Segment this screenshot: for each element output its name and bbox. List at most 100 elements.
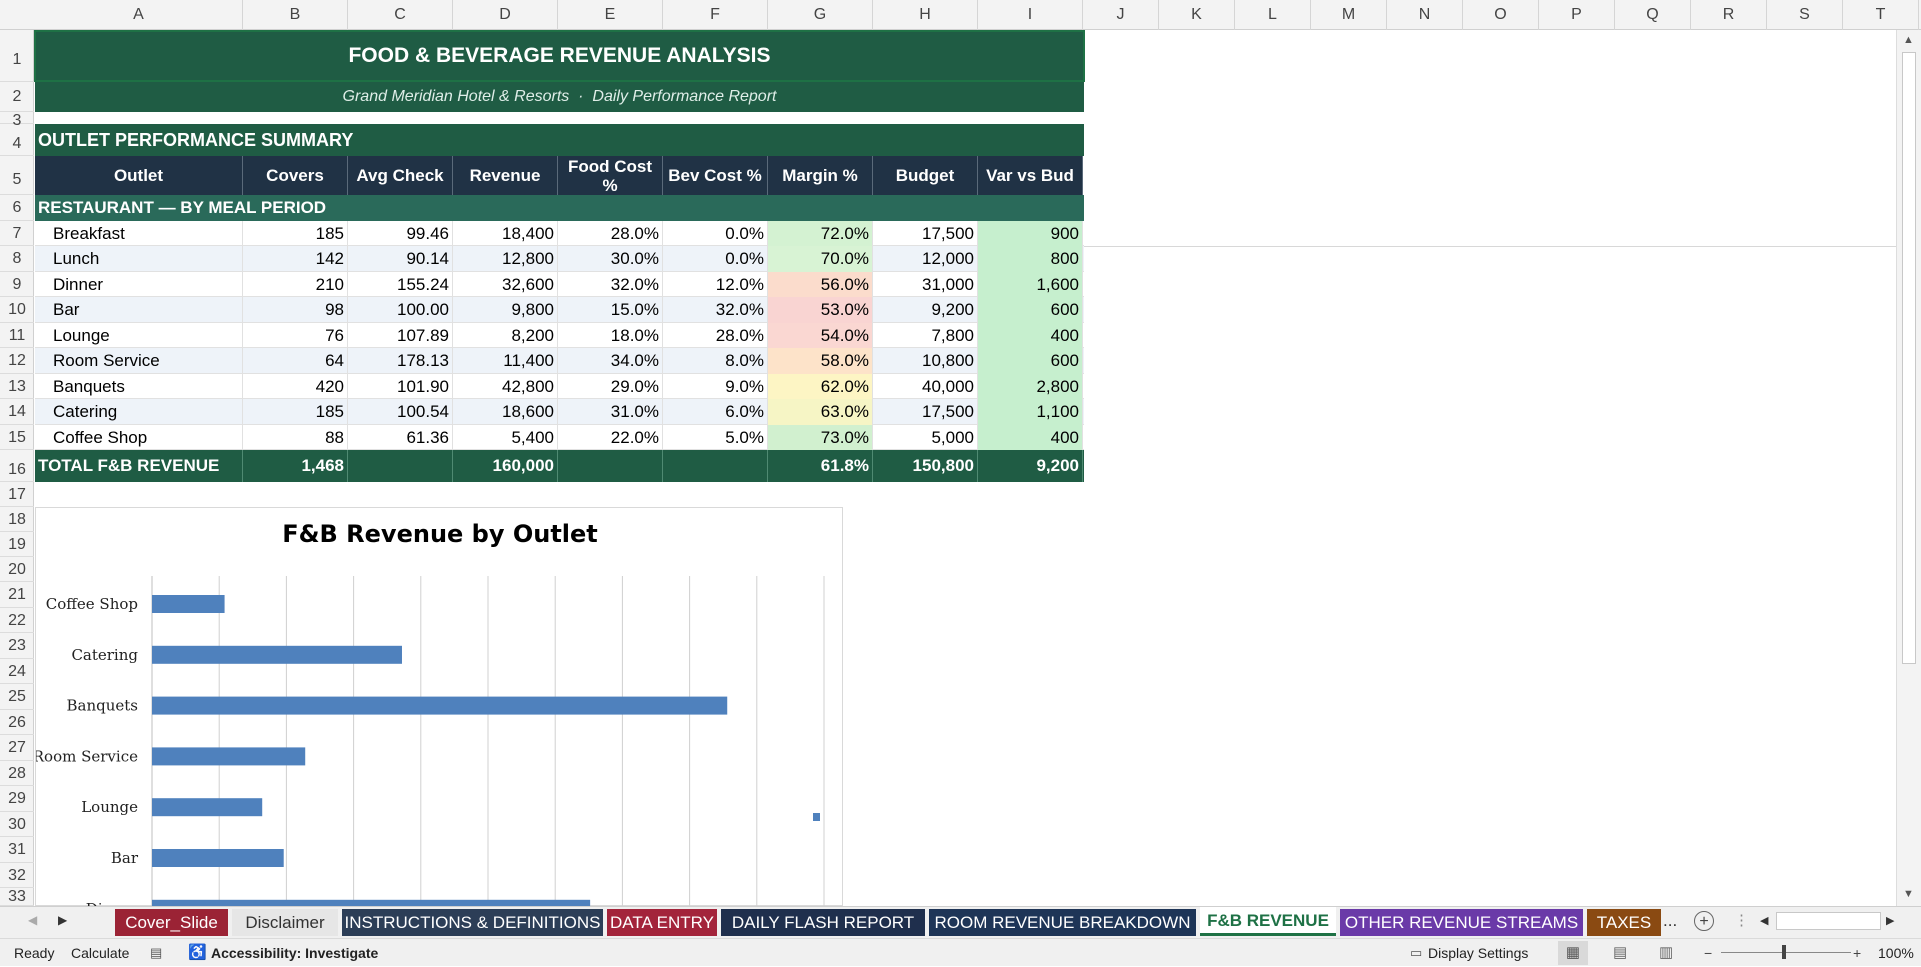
cell-bev[interactable]: 12.0% [663, 272, 768, 297]
cell-revenue[interactable]: 5,400 [453, 425, 558, 450]
column-header-h[interactable]: H [873, 0, 978, 30]
cell-var[interactable]: 1,600 [978, 272, 1083, 297]
cell-margin[interactable]: 63.0% [768, 399, 873, 425]
chart-bar[interactable] [152, 747, 306, 766]
cell-var[interactable]: 900 [978, 221, 1083, 246]
cell-var[interactable]: 400 [978, 323, 1083, 348]
cell-food[interactable]: 18.0% [558, 323, 663, 348]
cell-bev[interactable]: 32.0% [663, 297, 768, 323]
column-header-o[interactable]: O [1463, 0, 1539, 30]
zoom-in-icon[interactable]: + [1853, 945, 1862, 961]
row-header-3[interactable]: 3 [0, 112, 34, 129]
total-empty[interactable] [558, 450, 663, 482]
cell-revenue[interactable]: 32,600 [453, 272, 558, 297]
row-header-33[interactable]: 33 [0, 888, 34, 906]
column-header-c[interactable]: C [348, 0, 453, 30]
cell-covers[interactable]: 88 [243, 425, 348, 450]
row-header-15[interactable]: 15 [0, 425, 34, 450]
page-layout-icon[interactable]: ▤ [1613, 944, 1628, 961]
row-header-7[interactable]: 7 [0, 221, 34, 246]
cell-budget[interactable]: 10,800 [873, 348, 978, 374]
cell-bev[interactable]: 0.0% [663, 221, 768, 246]
hscroll-right-arrow[interactable]: ▶ [1886, 915, 1895, 927]
horizontal-scrollbar[interactable] [1776, 912, 1881, 930]
cell-margin[interactable]: 73.0% [768, 425, 873, 450]
row-header-30[interactable]: 30 [0, 812, 34, 837]
page-break-icon[interactable]: ▥ [1659, 944, 1674, 961]
cell-budget[interactable]: 7,800 [873, 323, 978, 348]
row-header-13[interactable]: 13 [0, 374, 34, 399]
row-header-12[interactable]: 12 [0, 348, 34, 374]
column-header-k[interactable]: K [1159, 0, 1235, 30]
column-header-b[interactable]: B [243, 0, 348, 30]
tab-cover-slide[interactable]: Cover_Slide [115, 909, 228, 936]
column-header-l[interactable]: L [1235, 0, 1311, 30]
cell-avg[interactable]: 155.24 [348, 272, 453, 297]
cell-margin[interactable]: 56.0% [768, 272, 873, 297]
tab-daily-flash-report[interactable]: DAILY FLASH REPORT [721, 909, 925, 936]
cell-margin[interactable]: 54.0% [768, 323, 873, 348]
cell-covers[interactable]: 98 [243, 297, 348, 323]
chart-bar[interactable] [152, 798, 263, 817]
tab-instructions-definitions[interactable]: INSTRUCTIONS & DEFINITIONS [342, 909, 603, 936]
cell-outlet[interactable]: Banquets [35, 374, 243, 399]
normal-view-icon[interactable]: ▦ [1558, 941, 1588, 965]
row-header-10[interactable]: 10 [0, 297, 34, 323]
cell-covers[interactable]: 76 [243, 323, 348, 348]
cell-food[interactable]: 30.0% [558, 246, 663, 272]
cell-budget[interactable]: 31,000 [873, 272, 978, 297]
cell-revenue[interactable]: 18,600 [453, 399, 558, 425]
cell-avg[interactable]: 100.54 [348, 399, 453, 425]
total-revenue[interactable]: 160,000 [453, 450, 558, 482]
cell-food[interactable]: 22.0% [558, 425, 663, 450]
cell-covers[interactable]: 64 [243, 348, 348, 374]
cell-bev[interactable]: 5.0% [663, 425, 768, 450]
cell-revenue[interactable]: 18,400 [453, 221, 558, 246]
row-header-18[interactable]: 18 [0, 507, 34, 532]
row-header-5[interactable]: 5 [0, 156, 34, 195]
cell-food[interactable]: 28.0% [558, 221, 663, 246]
cell-avg[interactable]: 178.13 [348, 348, 453, 374]
tab-options-icon[interactable]: ⋮ [1734, 912, 1749, 929]
cell-outlet[interactable]: Lounge [35, 323, 243, 348]
cell-covers[interactable]: 142 [243, 246, 348, 272]
cell-margin[interactable]: 53.0% [768, 297, 873, 323]
column-header-i[interactable]: I [978, 0, 1083, 30]
column-header-t[interactable]: T [1843, 0, 1919, 30]
tab-data-entry[interactable]: DATA ENTRY [607, 909, 717, 936]
cell-budget[interactable]: 9,200 [873, 297, 978, 323]
cell-avg[interactable]: 99.46 [348, 221, 453, 246]
cell-outlet[interactable]: Room Service [35, 348, 243, 374]
tab-more[interactable]: ... [1663, 911, 1678, 930]
cell-var[interactable]: 1,100 [978, 399, 1083, 425]
cell-outlet[interactable]: Breakfast [35, 221, 243, 246]
tab-room-revenue-breakdown[interactable]: ROOM REVENUE BREAKDOWN [929, 909, 1196, 936]
vertical-scrollbar[interactable]: ▲ ▼ [1896, 30, 1921, 906]
cell-avg[interactable]: 101.90 [348, 374, 453, 399]
cell-bev[interactable]: 0.0% [663, 246, 768, 272]
tab-scroll-right-icon[interactable]: ▶ [58, 913, 68, 927]
total-margin[interactable]: 61.8% [768, 450, 873, 482]
zoom-slider[interactable] [1721, 952, 1851, 953]
cell-outlet[interactable]: Dinner [35, 272, 243, 297]
column-header-g[interactable]: G [768, 0, 873, 30]
column-header-d[interactable]: D [453, 0, 558, 30]
row-header-14[interactable]: 14 [0, 399, 34, 425]
row-header-28[interactable]: 28 [0, 761, 34, 786]
row-header-17[interactable]: 17 [0, 482, 34, 507]
scroll-down-arrow[interactable]: ▼ [1903, 888, 1914, 900]
row-header-32[interactable]: 32 [0, 863, 34, 888]
cell-var[interactable]: 400 [978, 425, 1083, 450]
chart-bar[interactable] [152, 849, 284, 867]
cell-covers[interactable]: 210 [243, 272, 348, 297]
row-header-2[interactable]: 2 [0, 82, 34, 112]
row-header-4[interactable]: 4 [0, 124, 34, 156]
tab-other-revenue-streams[interactable]: OTHER REVENUE STREAMS [1340, 909, 1583, 936]
cell-budget[interactable]: 5,000 [873, 425, 978, 450]
cell-avg[interactable]: 100.00 [348, 297, 453, 323]
cell-revenue[interactable]: 42,800 [453, 374, 558, 399]
column-header-n[interactable]: N [1387, 0, 1463, 30]
cell-var[interactable]: 600 [978, 348, 1083, 374]
row-header-20[interactable]: 20 [0, 557, 34, 582]
cell-budget[interactable]: 40,000 [873, 374, 978, 399]
